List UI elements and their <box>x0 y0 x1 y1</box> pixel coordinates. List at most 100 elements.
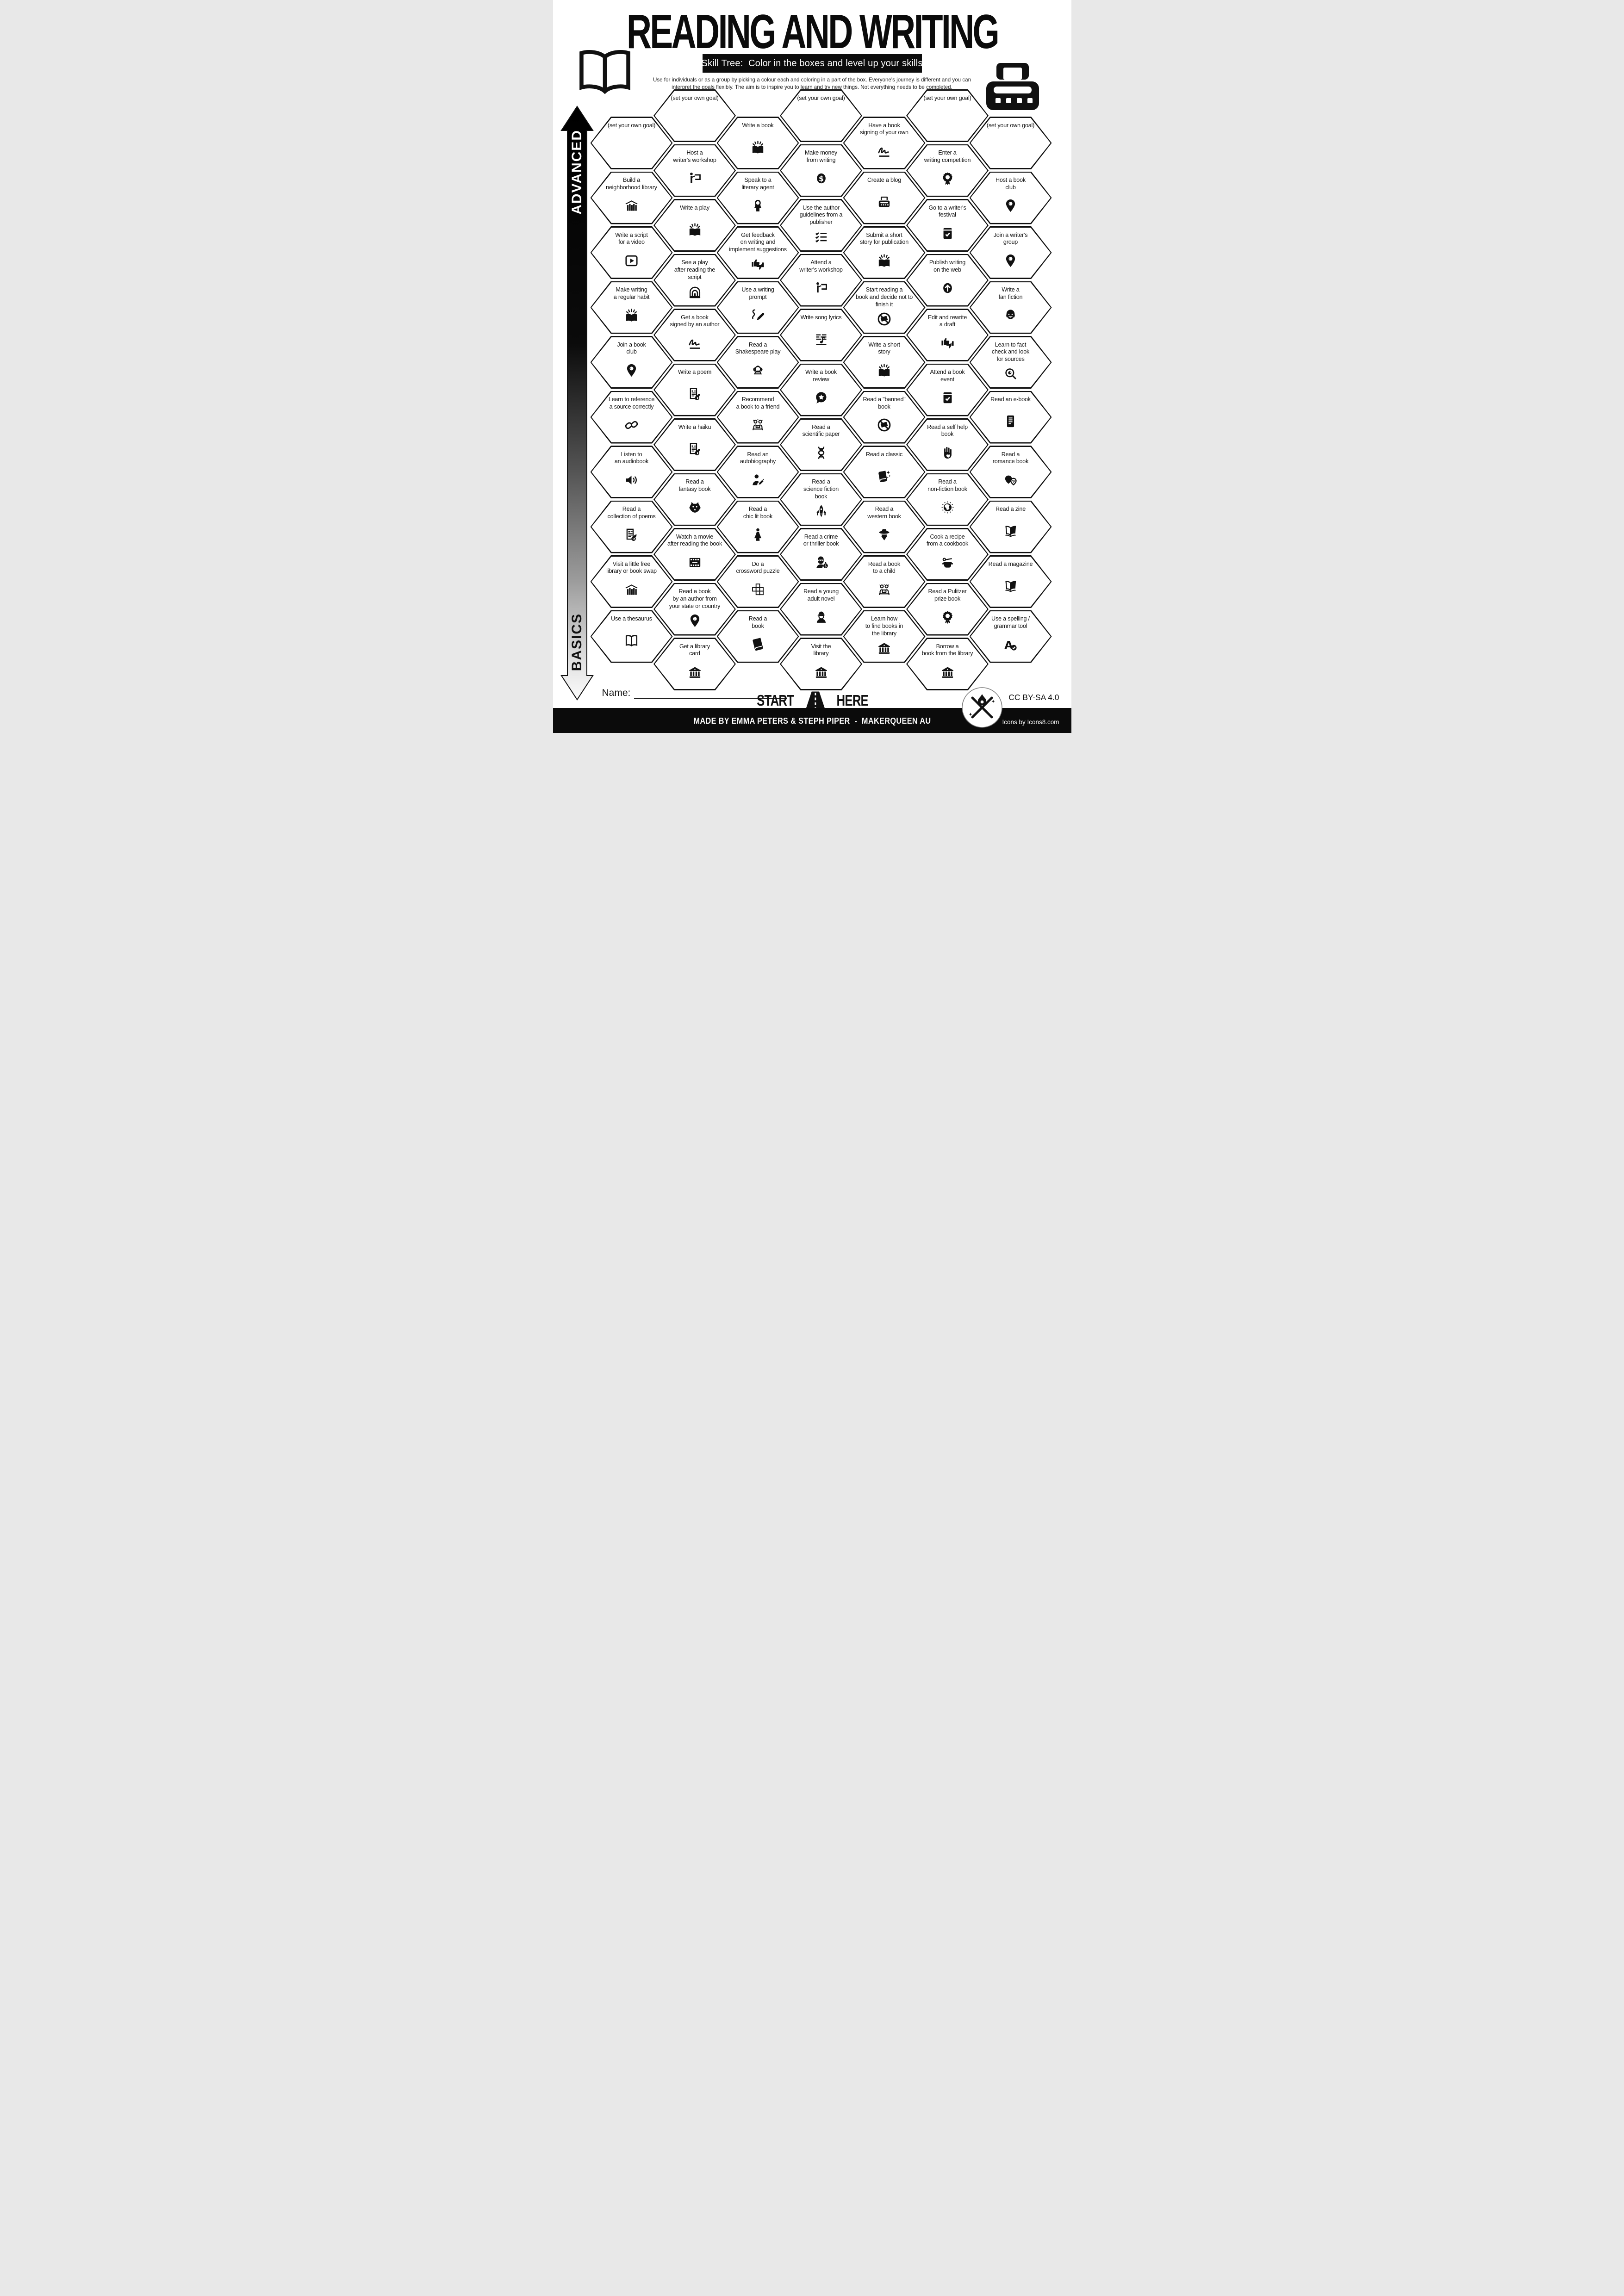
hex-enter-a-writing-competition[interactable]: Enter a writing competition <box>906 144 989 197</box>
hex-use-a-writing-prompt[interactable]: Use a writing prompt <box>716 281 799 334</box>
hex-make-writing-a-regular-habit[interactable]: Make writing a regular habit <box>590 281 673 334</box>
hex-read-a-banned-book[interactable]: Read a "banned" book <box>843 391 926 444</box>
hex-write-a-poem[interactable]: Write a poem <box>653 363 736 416</box>
film-icon <box>687 548 703 579</box>
hex-publish-writing-on-the-web[interactable]: Publish writing on the web <box>906 254 989 307</box>
hex-read-a-book[interactable]: Read a book <box>716 610 799 663</box>
hex-attend-a-book-event[interactable]: Attend a book event <box>906 363 989 416</box>
hex-go-to-a-writer-s-festival[interactable]: Go to a writer's festival <box>906 199 989 252</box>
hex-attend-a-writer-s-workshop[interactable]: Attend a writer's workshop <box>780 254 862 307</box>
friends-icon <box>877 575 892 607</box>
hex-read-a-fantasy-book[interactable]: Read a fantasy book <box>653 473 736 526</box>
hex-submit-a-short-story-for-publication[interactable]: Submit a short story for publication <box>843 226 926 279</box>
shakespeare-icon <box>750 356 765 387</box>
hex-set-your-own-goal[interactable]: (set your own goal) <box>653 89 736 142</box>
hex-have-a-book-signing-of-your-own[interactable]: Have a book signing of your own <box>843 117 926 169</box>
hex-read-a-western-book[interactable]: Read a western book <box>843 500 926 553</box>
hex-learn-how-to-find-books-in-the-library[interactable]: Learn how to find books in the library <box>843 610 926 663</box>
hex-read-an-autobiography[interactable]: Read an autobiography <box>716 446 799 498</box>
dna-icon <box>814 438 829 470</box>
hex-visit-the-library[interactable]: Visit the library <box>780 638 862 690</box>
here-label: HERE <box>836 692 869 709</box>
hex-set-your-own-goal[interactable]: (set your own goal) <box>590 117 673 169</box>
hex-read-a-science-fiction-book[interactable]: Read a science fiction book <box>780 473 862 526</box>
hex-write-a-book[interactable]: Write a book <box>716 117 799 169</box>
search-eye-icon <box>1003 363 1018 387</box>
hex-read-a-young-adult-novel[interactable]: Read a young adult novel <box>780 583 862 636</box>
prompt-icon <box>750 301 765 333</box>
hex-read-a-zine[interactable]: Read a zine <box>969 500 1052 553</box>
hex-cook-a-recipe-from-a-cookbook[interactable]: Cook a recipe from a cookbook <box>906 528 989 581</box>
hex-read-a-book-to-a-child[interactable]: Read a book to a child <box>843 555 926 608</box>
hex-read-a-shakespeare-play[interactable]: Read a Shakespeare play <box>716 336 799 389</box>
hex-build-a-neighborhood-library[interactable]: Build a neighborhood library <box>590 171 673 224</box>
hex-learn-to-reference-a-source-correctly[interactable]: Learn to reference a source correctly <box>590 391 673 444</box>
hex-use-a-thesaurus[interactable]: Use a thesaurus <box>590 610 673 663</box>
hex-see-a-play-after-reading-the-script[interactable]: See a play after reading the script <box>653 254 736 307</box>
hex-read-an-e-book[interactable]: Read an e-book <box>969 391 1052 444</box>
hex-write-song-lyrics[interactable]: Write song lyrics <box>780 309 862 361</box>
hex-read-a-scientific-paper[interactable]: Read a scientific paper <box>780 418 862 471</box>
hex-read-a-romance-book[interactable]: Read a romance book <box>969 446 1052 498</box>
hex-write-a-play[interactable]: Write a play <box>653 199 736 252</box>
hex-set-your-own-goal[interactable]: (set your own goal) <box>780 89 862 142</box>
hex-read-a-collection-of-poems[interactable]: Read a collection of poems <box>590 500 673 553</box>
hex-host-a-writer-s-workshop[interactable]: Host a writer's workshop <box>653 144 736 197</box>
hex-label: Read a zine <box>995 506 1026 513</box>
hex-label: Read a crime or thriller book <box>803 533 839 547</box>
ereader-icon <box>1003 403 1018 442</box>
hex-label: Do a crossword puzzle <box>736 560 780 575</box>
hex-write-a-short-story[interactable]: Write a short story <box>843 336 926 389</box>
book-check-icon <box>940 219 955 250</box>
hex-create-a-blog[interactable]: Create a blog <box>843 171 926 224</box>
hex-visit-a-little-free-library-or-book-swap[interactable]: Visit a little free library or book swap <box>590 555 673 608</box>
road-icon <box>803 690 828 711</box>
hex-label: Learn to fact check and look for sources <box>991 341 1030 363</box>
library-building-icon <box>687 658 703 689</box>
hex-read-a-magazine[interactable]: Read a magazine <box>969 555 1052 608</box>
hex-do-a-crossword-puzzle[interactable]: Do a crossword puzzle <box>716 555 799 608</box>
hex-write-a-book-review[interactable]: Write a book review <box>780 363 862 416</box>
hex-label: Write a haiku <box>678 423 711 430</box>
hex-write-a-script-for-a-video[interactable]: Write a script for a video <box>590 226 673 279</box>
hex-get-a-library-card[interactable]: Get a library card <box>653 638 736 690</box>
hex-write-a-haiku[interactable]: Write a haiku <box>653 418 736 471</box>
hex-read-a-chic-lit-book[interactable]: Read a chic lit book <box>716 500 799 553</box>
hex-learn-to-fact-check-and-look-for-sources[interactable]: Learn to fact check and look for sources <box>969 336 1052 389</box>
hex-host-a-book-club[interactable]: Host a book club <box>969 171 1052 224</box>
hex-get-feedback-on-writing-and-implement-suggestions[interactable]: Get feedback on writing and implement su… <box>716 226 799 279</box>
poster: READING AND WRITING Skill Tree: Color in… <box>553 0 1071 733</box>
hex-borrow-a-book-from-the-library[interactable]: Borrow a book from the library <box>906 638 989 690</box>
hex-label: Read a Pulitzer prize book <box>928 588 967 602</box>
hex-edit-and-rewrite-a-draft[interactable]: Edit and rewrite a draft <box>906 309 989 361</box>
hex-label: Go to a writer's festival <box>928 204 966 218</box>
hex-use-the-author-guidelines-from-a-publisher[interactable]: Use the author guidelines from a publish… <box>780 199 862 252</box>
hex-recommend-a-book-to-a-friend[interactable]: Recommend a book to a friend <box>716 391 799 444</box>
hex-listen-to-an-audiobook[interactable]: Listen to an audiobook <box>590 446 673 498</box>
hex-label: Learn how to find books in the library <box>865 615 903 637</box>
hex-make-money-from-writing[interactable]: Make money from writing $ <box>780 144 862 197</box>
hex-use-a-spelling-grammar-tool[interactable]: Use a spelling / grammar tool A <box>969 610 1052 663</box>
hex-read-a-non-fiction-book[interactable]: Read a non-fiction book <box>906 473 989 526</box>
hex-write-a-fan-fiction[interactable]: Write a fan fiction <box>969 281 1052 334</box>
hex-speak-to-a-literary-agent[interactable]: Speak to a literary agent <box>716 171 799 224</box>
hex-label: Read a "banned" book <box>863 396 906 410</box>
start-label: START <box>756 692 794 709</box>
hex-read-a-crime-or-thriller-book[interactable]: Read a crime or thriller book $ <box>780 528 862 581</box>
review-icon <box>814 384 829 415</box>
hex-read-a-self-help-book[interactable]: Read a self help book <box>906 418 989 471</box>
hex-get-a-book-signed-by-an-author[interactable]: Get a book signed by an author <box>653 309 736 361</box>
presenter-icon <box>687 164 703 196</box>
hex-set-your-own-goal[interactable]: (set your own goal) <box>969 117 1052 169</box>
open-book-icon <box>624 623 639 662</box>
hex-set-your-own-goal[interactable]: (set your own goal) <box>906 89 989 142</box>
hex-start-reading-a-book-and-decide-not-to-finish-it[interactable]: Start reading a book and decide not to f… <box>843 281 926 334</box>
name-input-line[interactable] <box>634 689 787 699</box>
hex-join-a-writer-s-group[interactable]: Join a writer's group <box>969 226 1052 279</box>
hex-read-a-classic[interactable]: Read a classic <box>843 446 926 498</box>
hex-join-a-book-club[interactable]: Join a book club <box>590 336 673 389</box>
hex-read-a-pulitzer-prize-book[interactable]: Read a Pulitzer prize book <box>906 583 989 636</box>
hex-watch-a-movie-after-reading-the-book[interactable]: Watch a movie after reading the book <box>653 528 736 581</box>
hex-read-a-book-by-an-author-from-your-state-or-country[interactable]: Read a book by an author from your state… <box>653 583 736 636</box>
subtitle-bar: Skill Tree: Color in the boxes and level… <box>701 54 922 73</box>
